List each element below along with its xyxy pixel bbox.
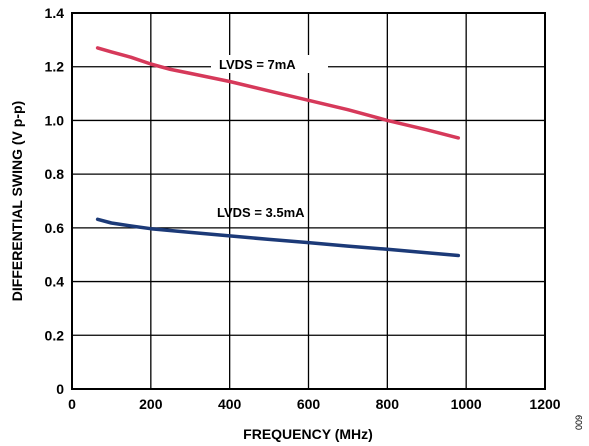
series-line-0	[95, 46, 461, 140]
x-tick-label: 800	[376, 396, 400, 412]
y-tick-label: 0.2	[45, 327, 65, 343]
series-label-7ma: LVDS = 7mA	[219, 57, 296, 72]
figure-id: 009	[574, 415, 584, 430]
y-tick-label: 1.2	[45, 59, 65, 75]
y-axis-title: DIFFERENTIAL SWING (V p-p)	[9, 101, 25, 301]
x-tick-label: 1200	[529, 396, 560, 412]
x-tick-label: 400	[218, 396, 242, 412]
y-tick-label: 1.4	[45, 5, 65, 21]
series-lines	[95, 46, 461, 258]
x-tick-label: 0	[68, 396, 76, 412]
tick-labels: 0 200 400 600 800 1000 1200 0 0.2 0.4 0.6 0.8 1.0 1.2…	[45, 5, 561, 412]
y-tick-label: 0.6	[45, 220, 65, 236]
x-tick-label: 200	[139, 396, 163, 412]
y-tick-label: 0	[56, 381, 64, 397]
y-tick-label: 0.4	[45, 274, 65, 290]
y-tick-label: 0.8	[45, 166, 65, 182]
series-label-3p5ma: LVDS = 3.5mA	[217, 205, 305, 220]
x-axis-title: FREQUENCY (MHz)	[243, 426, 373, 442]
series-line-1	[95, 217, 461, 258]
x-tick-label: 1000	[451, 396, 482, 412]
y-tick-label: 1.0	[45, 112, 65, 128]
series-label-bg-7ma	[211, 55, 328, 73]
x-tick-label: 600	[297, 396, 321, 412]
plot-frame	[71, 12, 546, 390]
